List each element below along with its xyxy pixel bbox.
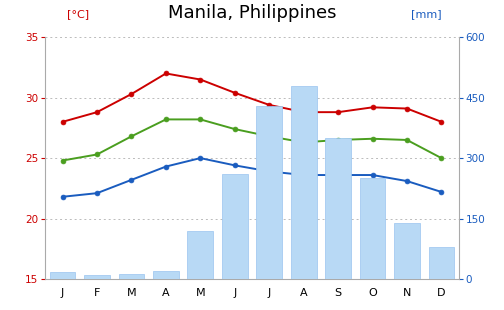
- Bar: [84, 275, 110, 279]
- Text: [°C]: [°C]: [67, 9, 89, 19]
- Bar: [257, 106, 282, 279]
- Text: [mm]: [mm]: [411, 9, 441, 19]
- Bar: [291, 86, 317, 279]
- Bar: [118, 274, 144, 279]
- Bar: [428, 247, 454, 279]
- Title: Manila, Philippines: Manila, Philippines: [168, 4, 336, 22]
- Bar: [394, 223, 420, 279]
- Bar: [222, 174, 247, 279]
- Bar: [50, 272, 76, 279]
- Bar: [153, 271, 179, 279]
- Bar: [325, 138, 351, 279]
- Bar: [360, 178, 386, 279]
- Bar: [187, 231, 213, 279]
